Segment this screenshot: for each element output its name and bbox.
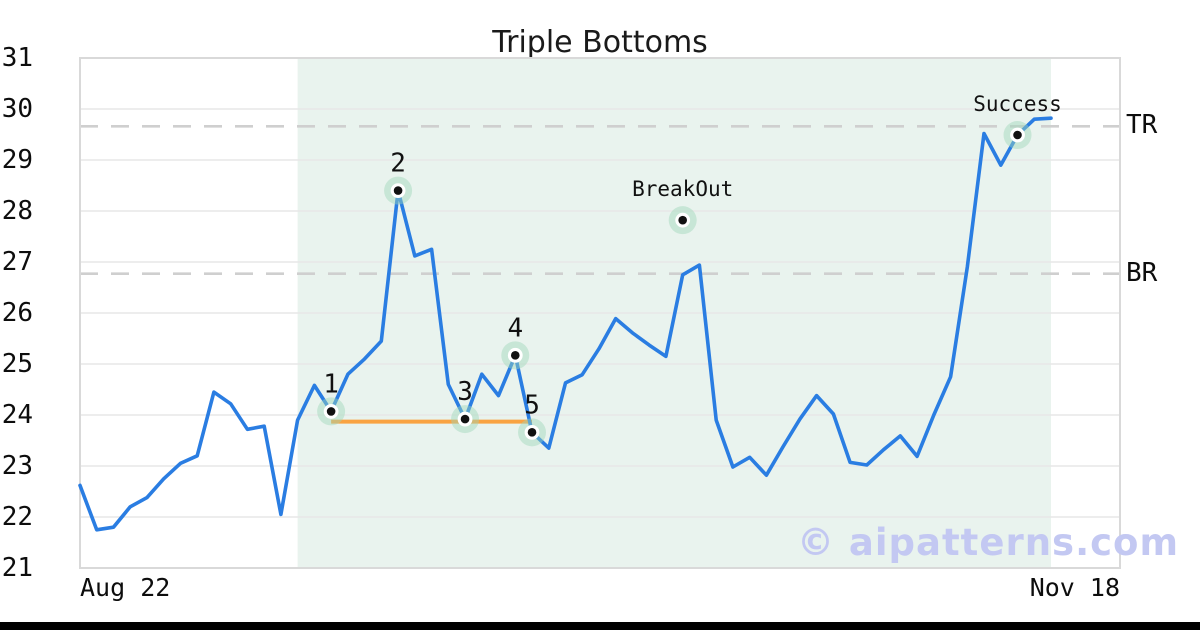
marker-dot [1013, 130, 1022, 140]
plot-border [79, 57, 1121, 569]
y-tick-23: 23 [1, 451, 33, 481]
price-line [78, 116, 1053, 532]
y-tick-30: 30 [1, 94, 33, 124]
watermark: © aipatterns.com [797, 521, 1180, 564]
y-tick-28: 28 [1, 196, 33, 226]
y-tick-29: 29 [1, 145, 33, 175]
marker-dot [460, 414, 470, 424]
marker-dot [510, 351, 520, 360]
bottom-bar [0, 622, 1200, 630]
annotation-label-1: 1 [323, 369, 339, 399]
x-tick-start: Aug 22 [80, 573, 171, 602]
guide-label-br: BR [1126, 257, 1158, 288]
annotation-label-5: 5 [524, 390, 540, 420]
y-tick-31: 31 [1, 43, 33, 73]
y-tick-27: 27 [1, 247, 33, 277]
x-tick-end: Nov 18 [1029, 573, 1120, 602]
annotation-label-2: 2 [390, 149, 406, 179]
annotation-label-4: 4 [507, 313, 523, 343]
y-tick-21: 21 [1, 553, 33, 583]
guide-label-tr: TR [1126, 110, 1158, 141]
annotation-label-success: Success [973, 92, 1062, 116]
annotation-label-breakout: BreakOut [632, 177, 733, 201]
marker-dot [326, 407, 336, 416]
marker-dot [393, 186, 403, 195]
marker-dot [678, 215, 687, 225]
y-tick-22: 22 [1, 502, 33, 532]
annotation-label-3: 3 [457, 377, 473, 407]
y-tick-25: 25 [1, 349, 33, 379]
y-tick-24: 24 [1, 400, 33, 430]
y-tick-26: 26 [1, 298, 33, 328]
chart-title: Triple Bottoms [492, 25, 708, 60]
marker-dot [527, 428, 537, 437]
